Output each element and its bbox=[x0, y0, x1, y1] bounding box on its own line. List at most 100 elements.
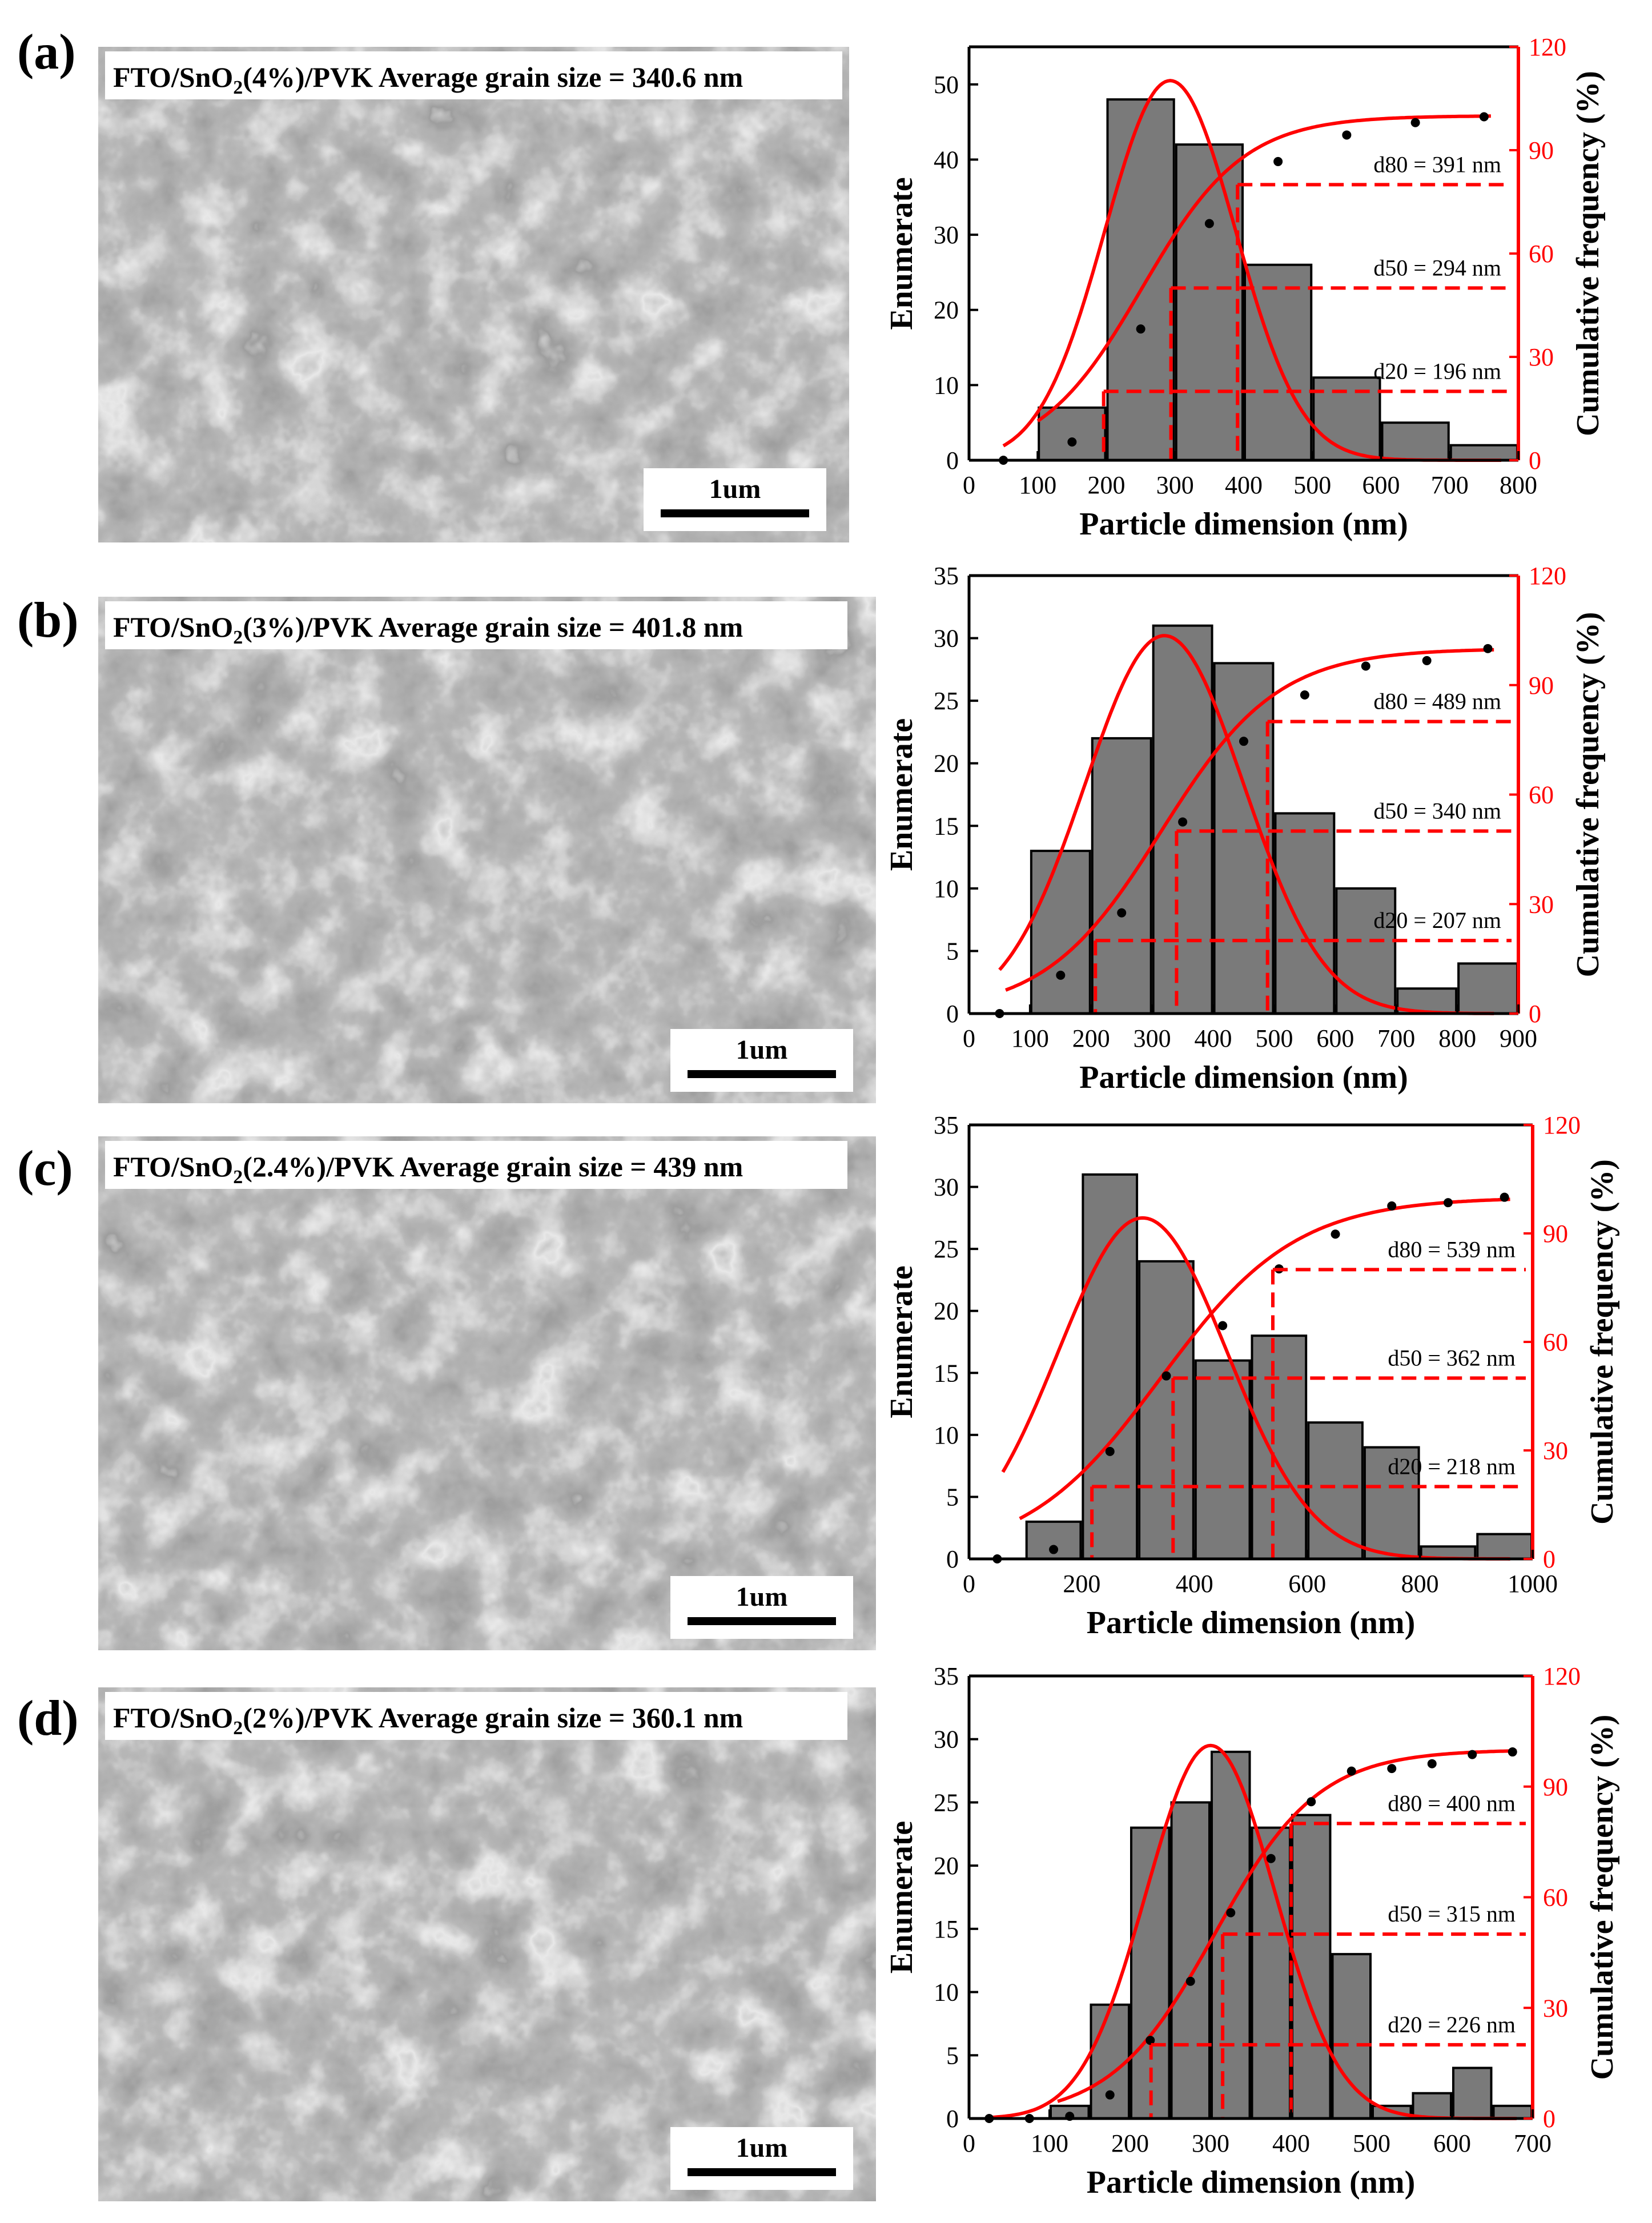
histogram-bar bbox=[1251, 1826, 1291, 2120]
y-tick-label: 40 bbox=[934, 146, 959, 174]
x-tick-label: 400 bbox=[1225, 471, 1263, 499]
panel-3: (d) FTO/SnO2(2%)/PVK Average grain size =… bbox=[17, 1662, 1620, 2201]
y2-axis-title: Cumulative frequency (%) bbox=[1585, 1159, 1620, 1525]
caption-text: FTO/SnO2(2.4%)/PVK Average grain size = … bbox=[113, 1151, 743, 1188]
x-tick-label: 200 bbox=[1072, 1024, 1110, 1052]
y2-tick-label: 90 bbox=[1543, 1773, 1568, 1801]
histogram-bar bbox=[1091, 737, 1152, 1015]
x-axis-title: Particle dimension (nm) bbox=[1079, 506, 1408, 542]
panel-label: (d) bbox=[17, 1691, 79, 1746]
x-axis-title: Particle dimension (nm) bbox=[1087, 1605, 1415, 1641]
histogram-bar bbox=[1038, 406, 1107, 462]
histogram-bar bbox=[1449, 444, 1518, 462]
y-tick-label: 5 bbox=[946, 937, 959, 965]
cumulative-point bbox=[1422, 656, 1432, 665]
y-tick-label: 0 bbox=[946, 1000, 959, 1028]
cumulative-point bbox=[1300, 690, 1309, 700]
sem-image-texture bbox=[98, 47, 849, 542]
x-tick-label: 200 bbox=[1111, 2129, 1149, 2157]
x-tick-label: 400 bbox=[1176, 1570, 1213, 1598]
percentile-label: d50 = 340 nm bbox=[1373, 798, 1501, 823]
caption-average-size: Average grain size = 401.8 nm bbox=[373, 611, 743, 643]
histogram-bar bbox=[1307, 1421, 1364, 1560]
y-tick-label: 30 bbox=[934, 1726, 959, 1754]
scale-bar-label: 1um bbox=[709, 474, 761, 504]
histogram-bar bbox=[1274, 812, 1336, 1015]
scale-bar-label: 1um bbox=[736, 1582, 788, 1612]
y2-tick-label: 60 bbox=[1543, 1328, 1568, 1356]
y2-tick-label: 90 bbox=[1543, 1220, 1568, 1248]
panel-1: (b) FTO/SnO2(3%)/PVK Average grain size =… bbox=[17, 562, 1606, 1103]
scale-bar-box bbox=[670, 1029, 853, 1092]
y2-axis-title: Cumulative frequency (%) bbox=[1570, 71, 1606, 436]
caption-subscript: 2 bbox=[233, 1167, 243, 1188]
cumulative-point bbox=[1387, 1764, 1397, 1774]
histogram-bar bbox=[1175, 143, 1244, 462]
y-tick-label: 50 bbox=[934, 71, 959, 99]
x-tick-label: 600 bbox=[1316, 1024, 1354, 1052]
cumulative-point bbox=[1500, 1192, 1509, 1202]
y-tick-label: 35 bbox=[934, 1662, 959, 1690]
y2-tick-label: 120 bbox=[1543, 1662, 1581, 1690]
y-tick-label: 20 bbox=[934, 1297, 959, 1325]
y-tick-label: 0 bbox=[946, 1545, 959, 1573]
y-tick-label: 0 bbox=[946, 447, 959, 475]
y-tick-label: 5 bbox=[946, 2041, 959, 2069]
x-tick-label: 600 bbox=[1288, 1570, 1326, 1598]
y2-tick-label: 0 bbox=[1543, 1545, 1555, 1573]
y-tick-label: 20 bbox=[934, 296, 959, 324]
percentile-label: d50 = 294 nm bbox=[1373, 255, 1501, 280]
caption-subscript: 2 bbox=[233, 77, 243, 98]
y2-tick-label: 30 bbox=[1529, 343, 1554, 371]
caption-text: FTO/SnO2(4%)/PVK Average grain size = 34… bbox=[113, 61, 743, 98]
histogram-bar bbox=[1331, 1953, 1372, 2120]
y2-tick-label: 30 bbox=[1543, 1437, 1568, 1465]
x-tick-label: 400 bbox=[1195, 1024, 1232, 1052]
cumulative-point bbox=[1185, 1976, 1195, 1986]
panel-label: (c) bbox=[17, 1141, 73, 1196]
histogram-bar bbox=[1363, 1446, 1420, 1561]
scale-bar-box bbox=[644, 468, 826, 531]
y-tick-label: 10 bbox=[934, 371, 959, 399]
histogram-bar bbox=[1251, 1334, 1308, 1560]
cumulative-point bbox=[1387, 1201, 1397, 1211]
caption-sample-prefix: FTO/SnO bbox=[113, 1702, 233, 1734]
y2-tick-label: 0 bbox=[1529, 447, 1541, 475]
scale-bar-line bbox=[688, 1617, 836, 1625]
y-axis-title: Enumerate bbox=[884, 1265, 919, 1418]
histogram-bar bbox=[1457, 962, 1518, 1015]
y-axis-title: Enumerate bbox=[884, 1821, 919, 1974]
x-tick-label: 800 bbox=[1401, 1570, 1439, 1598]
y-tick-label: 30 bbox=[934, 221, 959, 249]
x-tick-label: 300 bbox=[1156, 471, 1194, 499]
cumulative-point bbox=[1346, 1766, 1356, 1776]
x-axis-title: Particle dimension (nm) bbox=[1087, 2165, 1415, 2200]
sem-image-texture bbox=[98, 597, 876, 1103]
cumulative-point bbox=[1361, 661, 1370, 671]
cumulative-point bbox=[1136, 324, 1145, 334]
y-tick-label: 30 bbox=[934, 1173, 959, 1201]
caption-sample-prefix: FTO/SnO bbox=[113, 611, 233, 643]
panel-2: (c) FTO/SnO2(2.4%)/PVK Average grain size… bbox=[17, 1111, 1620, 1650]
scale-bar-label: 1um bbox=[736, 2133, 788, 2163]
y2-tick-label: 120 bbox=[1529, 33, 1566, 61]
x-tick-label: 200 bbox=[1063, 1570, 1100, 1598]
histogram-bar bbox=[1381, 421, 1450, 462]
caption-text: FTO/SnO2(3%)/PVK Average grain size = 40… bbox=[113, 611, 743, 648]
caption-sample-prefix: FTO/SnO bbox=[113, 61, 233, 93]
cumulative-point bbox=[1218, 1321, 1228, 1330]
percentile-label: d20 = 226 nm bbox=[1388, 2012, 1516, 2037]
cumulative-point bbox=[1342, 130, 1352, 140]
x-tick-label: 500 bbox=[1293, 471, 1331, 499]
y-tick-label: 5 bbox=[946, 1483, 959, 1511]
cumulative-point bbox=[1145, 2036, 1155, 2045]
cumulative-fit-line bbox=[1019, 1197, 1510, 1521]
cumulative-point bbox=[1105, 2090, 1115, 2100]
gaussian-fit-line bbox=[998, 634, 1494, 1015]
caption-box bbox=[105, 51, 842, 99]
cumulative-point bbox=[1067, 437, 1077, 447]
x-tick-label: 900 bbox=[1500, 1024, 1537, 1052]
cumulative-point bbox=[1427, 1759, 1437, 1768]
percentile-label: d50 = 315 nm bbox=[1388, 1901, 1516, 1927]
